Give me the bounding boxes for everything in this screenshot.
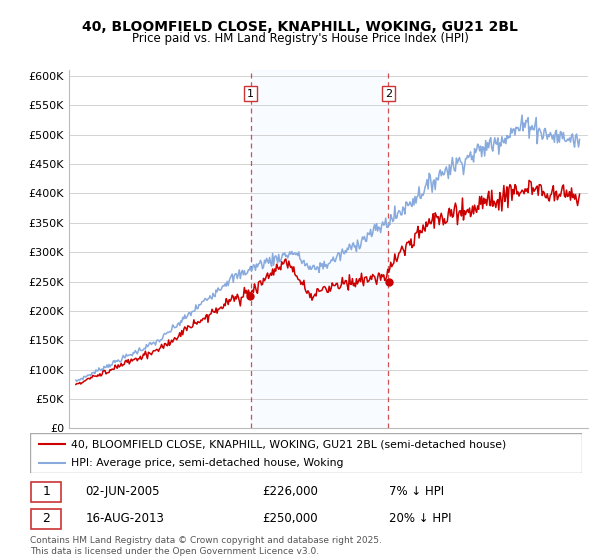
Text: 1: 1 xyxy=(247,88,254,99)
Text: 2: 2 xyxy=(43,512,50,525)
Text: £250,000: £250,000 xyxy=(262,512,317,525)
Text: 20% ↓ HPI: 20% ↓ HPI xyxy=(389,512,451,525)
Bar xyxy=(31,508,61,529)
Bar xyxy=(31,482,61,502)
Bar xyxy=(251,70,388,428)
Text: £226,000: £226,000 xyxy=(262,486,318,498)
Text: 1: 1 xyxy=(43,486,50,498)
Text: 2: 2 xyxy=(385,88,392,99)
Text: 02-JUN-2005: 02-JUN-2005 xyxy=(85,486,160,498)
Text: 40, BLOOMFIELD CLOSE, KNAPHILL, WOKING, GU21 2BL (semi-detached house): 40, BLOOMFIELD CLOSE, KNAPHILL, WOKING, … xyxy=(71,439,506,449)
Text: 40, BLOOMFIELD CLOSE, KNAPHILL, WOKING, GU21 2BL: 40, BLOOMFIELD CLOSE, KNAPHILL, WOKING, … xyxy=(82,20,518,34)
Text: Price paid vs. HM Land Registry's House Price Index (HPI): Price paid vs. HM Land Registry's House … xyxy=(131,32,469,45)
Text: 16-AUG-2013: 16-AUG-2013 xyxy=(85,512,164,525)
Text: Contains HM Land Registry data © Crown copyright and database right 2025.
This d: Contains HM Land Registry data © Crown c… xyxy=(30,536,382,556)
Text: 7% ↓ HPI: 7% ↓ HPI xyxy=(389,486,444,498)
Text: HPI: Average price, semi-detached house, Woking: HPI: Average price, semi-detached house,… xyxy=(71,458,344,468)
